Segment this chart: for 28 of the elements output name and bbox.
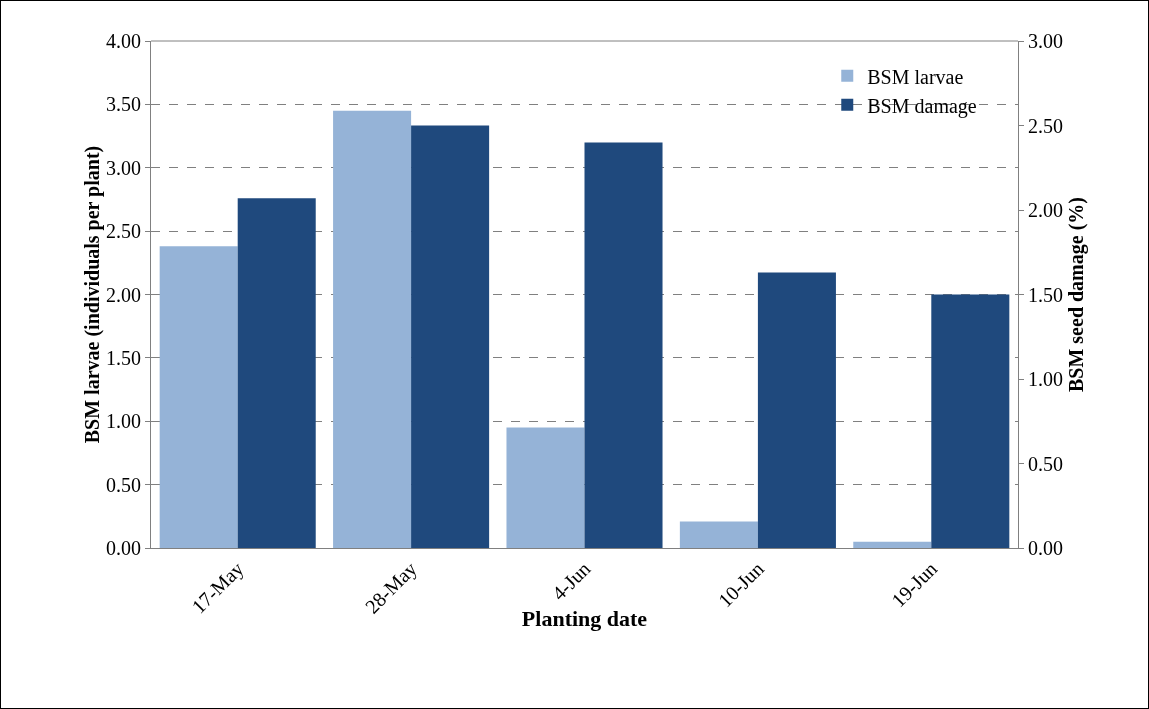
y2-tick-label: 2.00 (1028, 199, 1063, 221)
bar (584, 142, 663, 548)
bar (931, 294, 1010, 548)
x-axis-title: Planting date (521, 606, 648, 632)
y-axis-title: BSM larvae (individuals per plant) (81, 145, 104, 444)
y2-tick-label: 3.00 (1028, 30, 1063, 52)
y-tick-label: 0.50 (106, 473, 141, 496)
y-tick-label: 0.00 (106, 537, 141, 559)
y2-tick-label: 0.50 (1028, 452, 1063, 475)
bar (757, 272, 836, 548)
y-tick-label: 3.50 (106, 93, 141, 116)
y2-tick-label: 1.50 (1028, 283, 1063, 306)
bar (679, 521, 758, 548)
y2-axis-title: BSM seed damage (%) (1065, 197, 1088, 392)
y-tick-label: 4.00 (106, 30, 141, 52)
legend-label: BSM larvae (867, 65, 964, 88)
y-tick-label: 2.50 (106, 220, 141, 243)
y2-tick-label: 0.00 (1028, 537, 1063, 559)
y-tick-label: 1.50 (106, 346, 141, 369)
bar (506, 427, 585, 548)
y-tick-label: 1.00 (106, 410, 141, 433)
y2-tick-label: 2.50 (1028, 114, 1063, 137)
y2-tick-label: 1.00 (1028, 368, 1063, 390)
y-tick-label: 3.00 (106, 156, 141, 179)
y-tick-label: 2.00 (106, 283, 141, 306)
bar (853, 541, 932, 548)
legend-label: BSM damage (867, 94, 977, 118)
x-tick-label: 4-Jun (547, 557, 595, 605)
